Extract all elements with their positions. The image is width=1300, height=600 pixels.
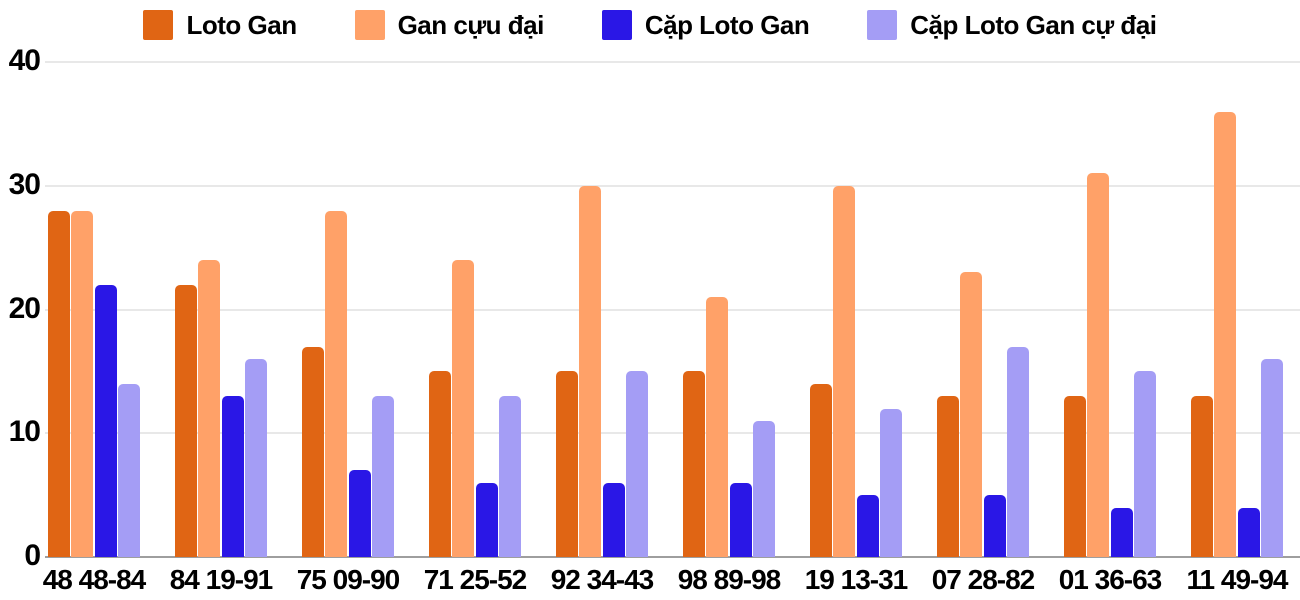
legend-swatch-icon	[601, 10, 632, 40]
legend-label: Loto Gan	[186, 9, 297, 40]
x-axis-label-01-36-63: 01 36-63	[1058, 564, 1163, 595]
bar-series3-19-13-31[interactable]	[880, 408, 903, 557]
bar-series2-92-34-43[interactable]	[602, 482, 625, 557]
gridline-20	[45, 308, 1300, 311]
y-tick-label-40: 40	[8, 44, 41, 77]
legend-swatch-icon	[354, 10, 385, 40]
bar-series3-92-34-43[interactable]	[626, 371, 649, 557]
chart-legend: Loto Gan Gan cựu đại Cặp Loto Gan Cặp Loto …	[0, 8, 1300, 42]
bar-series2-19-13-31[interactable]	[856, 495, 879, 557]
x-axis-label-92-34-43: 92 34-43	[550, 564, 655, 595]
bar-series3-07-28-82[interactable]	[1007, 346, 1030, 557]
bar-series0-84-19-91[interactable]	[174, 284, 197, 557]
bar-series2-07-28-82[interactable]	[983, 495, 1006, 557]
bar-series0-98-89-98[interactable]	[682, 371, 705, 557]
legend-label: Cặp Loto Gan cự đại	[910, 9, 1157, 40]
bar-series3-75-09-90[interactable]	[372, 396, 395, 557]
legend-swatch-icon	[867, 10, 898, 40]
bar-series0-71-25-52[interactable]	[428, 371, 451, 557]
bar-series3-11-49-94[interactable]	[1261, 359, 1284, 557]
legend-item-1[interactable]: Gan cựu đại	[354, 9, 545, 41]
bar-series0-48-48-84[interactable]	[47, 210, 70, 557]
bar-series1-48-48-84[interactable]	[71, 210, 94, 557]
bar-series0-11-49-94[interactable]	[1190, 396, 1213, 557]
bar-series1-07-28-82[interactable]	[960, 272, 983, 557]
x-axis-label-07-28-82: 07 28-82	[931, 564, 1036, 595]
bar-series3-01-36-63[interactable]	[1134, 371, 1157, 557]
x-axis-label-84-19-91: 84 19-91	[169, 564, 274, 595]
x-axis-label-98-89-98: 98 89-98	[677, 564, 782, 595]
bar-series0-07-28-82[interactable]	[936, 396, 959, 557]
bar-series2-75-09-90[interactable]	[348, 470, 371, 557]
gridline-30	[45, 184, 1300, 187]
legend-swatch-icon	[143, 10, 174, 40]
x-axis-label-19-13-31: 19 13-31	[804, 564, 909, 595]
gridline-40	[45, 61, 1300, 63]
gridline-10	[45, 432, 1300, 435]
bar-series3-71-25-52[interactable]	[499, 396, 522, 557]
bar-series2-98-89-98[interactable]	[729, 482, 752, 557]
y-tick-label-20: 20	[8, 291, 41, 325]
bar-series1-19-13-31[interactable]	[833, 185, 856, 557]
bar-series2-71-25-52[interactable]	[475, 482, 498, 557]
y-tick-label-30: 30	[8, 167, 41, 201]
bar-series1-11-49-94[interactable]	[1214, 111, 1237, 557]
bar-series2-01-36-63[interactable]	[1110, 507, 1133, 557]
bar-series1-75-09-90[interactable]	[325, 210, 348, 557]
bar-series3-84-19-91[interactable]	[245, 359, 268, 557]
legend-item-0[interactable]: Loto Gan	[143, 9, 297, 41]
x-axis-baseline	[45, 556, 1300, 558]
x-axis-label-75-09-90: 75 09-90	[296, 564, 401, 595]
bar-series2-48-48-84[interactable]	[94, 284, 117, 557]
x-axis-label-48-48-84: 48 48-84	[42, 564, 147, 595]
bar-series0-92-34-43[interactable]	[555, 371, 578, 557]
legend-label: Gan cựu đại	[397, 9, 545, 40]
bar-series1-01-36-63[interactable]	[1087, 173, 1110, 557]
y-tick-label-0: 0	[24, 539, 41, 572]
legend-label: Cặp Loto Gan	[644, 9, 810, 40]
bar-series3-48-48-84[interactable]	[118, 383, 141, 557]
legend-item-3[interactable]: Cặp Loto Gan cự đại	[867, 9, 1157, 41]
x-axis-label-71-25-52: 71 25-52	[423, 564, 528, 595]
bar-series1-92-34-43[interactable]	[579, 185, 602, 557]
legend-item-2[interactable]: Cặp Loto Gan	[601, 9, 810, 41]
bar-series1-71-25-52[interactable]	[452, 260, 475, 557]
y-tick-label-10: 10	[8, 415, 41, 449]
bar-series0-19-13-31[interactable]	[809, 383, 832, 557]
bar-series0-75-09-90[interactable]	[301, 346, 324, 557]
bar-series1-84-19-91[interactable]	[198, 260, 221, 557]
x-axis-label-11-49-94: 11 49-94	[1186, 564, 1289, 595]
bar-series0-01-36-63[interactable]	[1063, 396, 1086, 557]
bar-series1-98-89-98[interactable]	[706, 297, 729, 557]
bar-series3-98-89-98[interactable]	[753, 420, 776, 557]
bar-series2-84-19-91[interactable]	[221, 396, 244, 557]
bar-series2-11-49-94[interactable]	[1237, 507, 1260, 557]
